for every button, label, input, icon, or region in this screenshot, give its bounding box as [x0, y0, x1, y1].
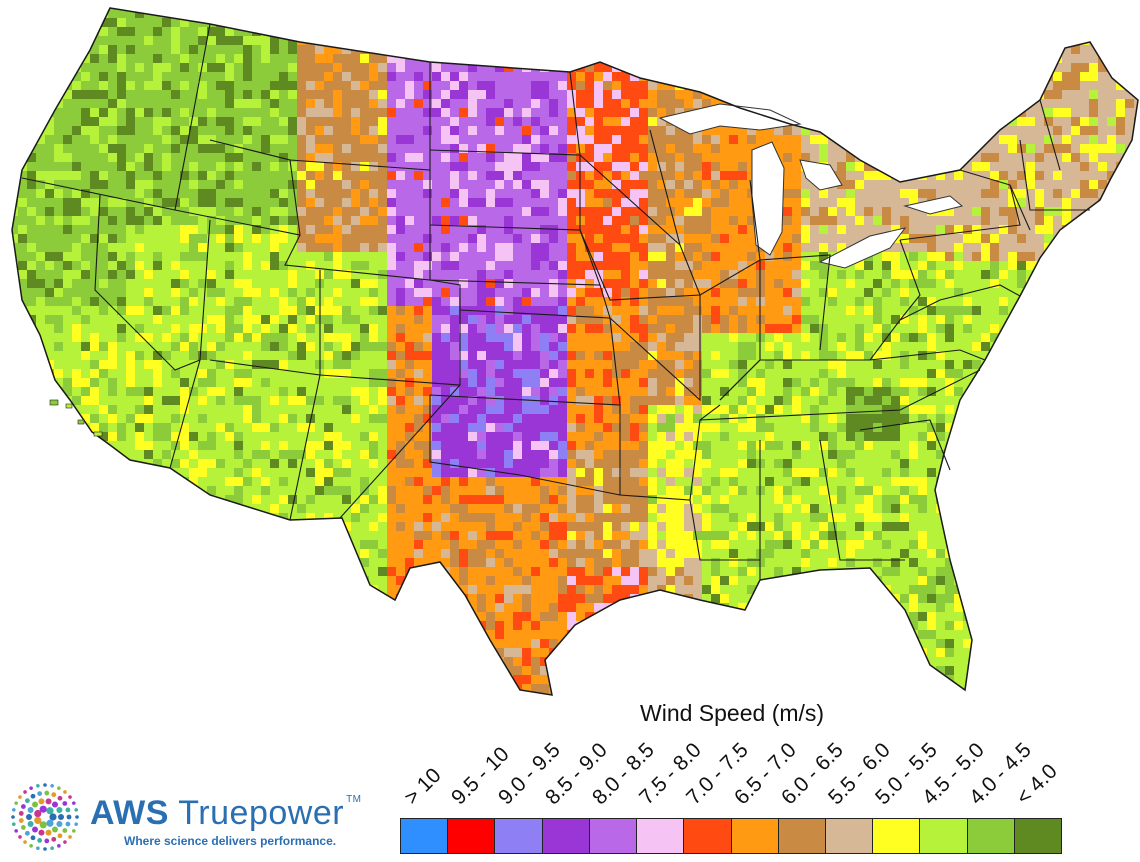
- legend-swatch: [825, 819, 874, 853]
- aws-truepower-logo: AWS Truepower TM Where science delivers p…: [8, 780, 368, 851]
- logo-brand-bold: AWS: [90, 794, 169, 832]
- us-wind-speed-map: [11, 7, 1139, 696]
- legend-swatch: [401, 819, 449, 853]
- legend-title: Wind Speed (m/s): [640, 700, 825, 726]
- legend-swatch: [873, 819, 921, 853]
- legend-swatch: [589, 819, 638, 853]
- legend-swatch: [637, 819, 685, 853]
- legend-color-bar: [400, 818, 1062, 854]
- legend-swatch: [731, 819, 779, 853]
- great-lakes: [658, 103, 964, 269]
- logo-dots-icon: [11, 783, 79, 851]
- logo-brand-light: Truepower: [178, 794, 345, 832]
- legend-swatch: [1014, 819, 1062, 853]
- logo-wordmark: AWS Truepower TM: [90, 794, 362, 833]
- legend-swatch: [542, 819, 590, 853]
- logo-trademark: TM: [346, 794, 362, 805]
- legend-swatch: [920, 819, 968, 853]
- logo-tagline: Where science delivers performance.: [124, 834, 337, 848]
- legend-swatch: [448, 819, 496, 853]
- legend-label: > 10: [399, 763, 446, 810]
- legend-swatch: [778, 819, 826, 853]
- state-borders: [11, 7, 1139, 696]
- legend-swatch: [967, 819, 1015, 853]
- coastal-islands: [49, 399, 103, 437]
- legend-swatch: [684, 819, 732, 853]
- legend-swatch: [495, 819, 543, 853]
- legend-labels: > 10 9.5 - 10 9.0 - 9.5 8.5 - 9.0 8.0 - 8.5 7…: [399, 718, 1063, 818]
